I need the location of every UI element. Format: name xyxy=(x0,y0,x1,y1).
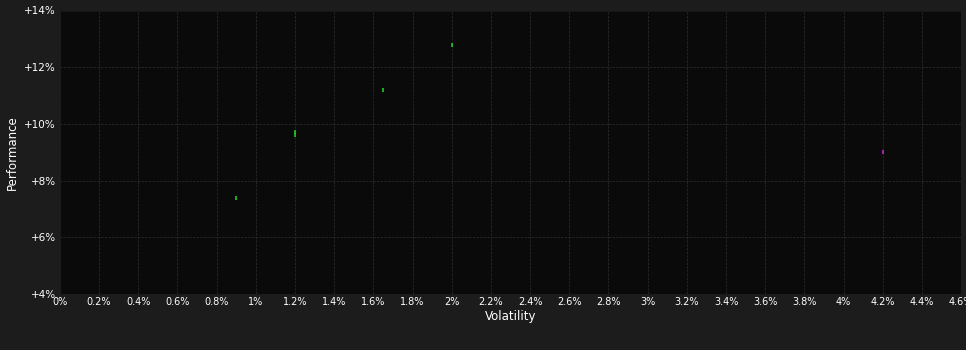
Point xyxy=(444,42,460,47)
Y-axis label: Performance: Performance xyxy=(6,115,18,190)
Point xyxy=(229,195,244,201)
X-axis label: Volatility: Volatility xyxy=(485,309,536,323)
Point xyxy=(287,130,302,135)
Point xyxy=(287,132,302,138)
Point xyxy=(875,149,891,155)
Point xyxy=(376,87,391,93)
